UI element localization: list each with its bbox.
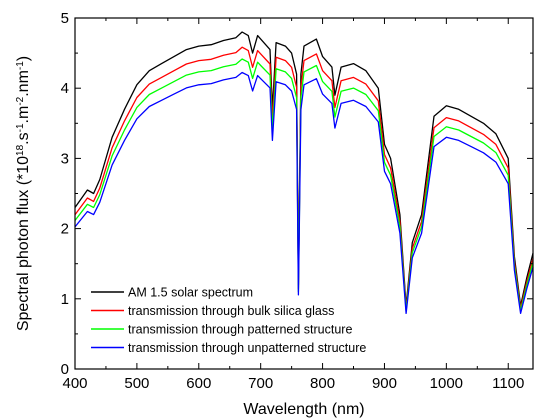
y-tick-label: 1 — [61, 291, 69, 308]
y-tick-label: 3 — [61, 150, 69, 167]
y-axis-title-superscript: 18 — [15, 144, 26, 156]
x-tick-label: 500 — [124, 375, 149, 392]
x-tick-label: 600 — [186, 375, 211, 392]
y-tick-label: 2 — [61, 221, 69, 238]
axes: 400 500 600 700 800 900 1000 1100 0 1 2 3 4 5 — [61, 10, 533, 392]
legend-label-2: transmission through bulk silica glass — [128, 304, 334, 318]
x-tick-label: 400 — [62, 375, 87, 392]
y-tick-label: 0 — [61, 361, 69, 378]
y-axis-title-superscript: -1 — [15, 123, 26, 132]
x-tick-label: 900 — [372, 375, 397, 392]
y-axis-title-superscript: -2 — [15, 96, 26, 105]
y-tick-label: 4 — [61, 80, 69, 97]
x-tick-label: 800 — [310, 375, 335, 392]
plot-lines — [74, 31, 534, 315]
y-axis-title-part: .s — [15, 132, 32, 144]
legend-label-1: AM 1.5 solar spectrum — [128, 286, 253, 300]
legend: AM 1.5 solar spectrum transmission throug… — [91, 286, 366, 355]
y-axis-title: Spectral photon flux (*1018.s-1.m-2.nm-1… — [15, 56, 33, 331]
series-line-4 — [74, 71, 534, 315]
legend-label-4: transmission through unpatterned structu… — [128, 341, 366, 355]
series-line-3 — [74, 58, 534, 312]
legend-label-3: transmission through patterned structure — [128, 323, 352, 337]
y-tick-label: 5 — [61, 10, 69, 27]
x-tick-label: 700 — [248, 375, 273, 392]
y-axis-title-part: .m — [15, 106, 32, 124]
x-axis-title: Wavelength (nm) — [243, 401, 364, 418]
y-axis-title-part: Spectral photon flux (*10 — [15, 156, 32, 331]
y-axis-title-superscript: -1 — [15, 61, 26, 70]
x-tick-label: 1100 — [492, 375, 524, 392]
y-axis-title-part: .nm — [15, 70, 32, 97]
y-axis-title-part: ) — [15, 56, 32, 61]
x-tick-label: 1000 — [430, 375, 463, 392]
